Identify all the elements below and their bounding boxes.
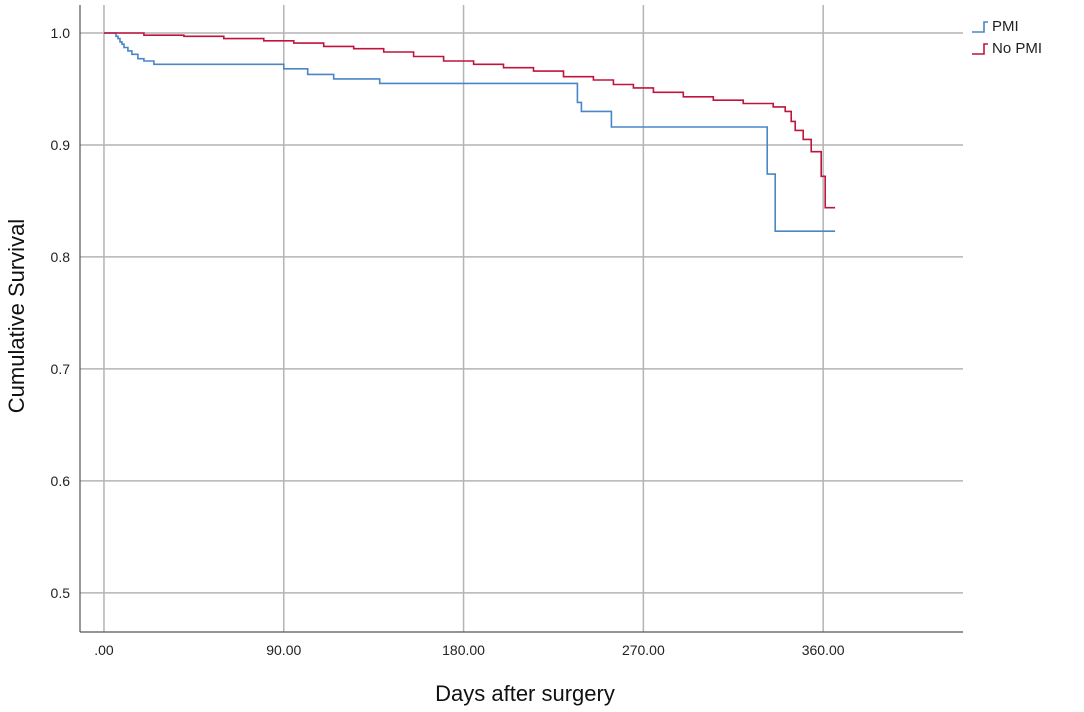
y-axis-title: Cumulative Survival	[4, 219, 29, 413]
legend-swatch	[972, 21, 988, 33]
tick-labels: 0.5 0.6 0.7 0.8 0.9 1.0 .00 90.00 180.00 270.00 36…	[51, 25, 845, 658]
legend-swatch	[972, 43, 988, 55]
x-tick-label: .00	[94, 642, 114, 658]
legend-label: No PMI	[992, 40, 1042, 57]
y-tick-label: 0.5	[51, 585, 71, 601]
series-line-pmi	[104, 32, 836, 232]
x-tick-label: 90.00	[266, 642, 301, 658]
x-axis-title: Days after surgery	[435, 681, 615, 706]
y-tick-label: 0.8	[51, 249, 71, 265]
x-tick-label: 270.00	[622, 642, 665, 658]
y-tick-label: 1.0	[51, 25, 71, 41]
legend-label: PMI	[992, 18, 1019, 35]
legend: PMI No PMI	[972, 18, 1042, 57]
grid-lines	[80, 5, 963, 632]
y-tick-label: 0.9	[51, 137, 71, 153]
y-tick-label: 0.6	[51, 473, 71, 489]
x-tick-label: 180.00	[442, 642, 485, 658]
series-line-no-pmi	[104, 32, 836, 209]
axis-frame	[79, 5, 963, 633]
series-lines	[104, 32, 836, 232]
y-tick-label: 0.7	[51, 361, 71, 377]
x-tick-label: 360.00	[802, 642, 845, 658]
